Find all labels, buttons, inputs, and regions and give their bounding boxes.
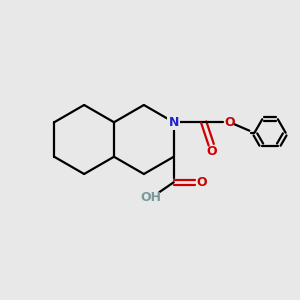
- Text: N: N: [169, 116, 179, 129]
- Text: OH: OH: [141, 191, 162, 204]
- Text: O: O: [206, 145, 217, 158]
- Text: O: O: [196, 176, 207, 189]
- Text: O: O: [224, 116, 235, 129]
